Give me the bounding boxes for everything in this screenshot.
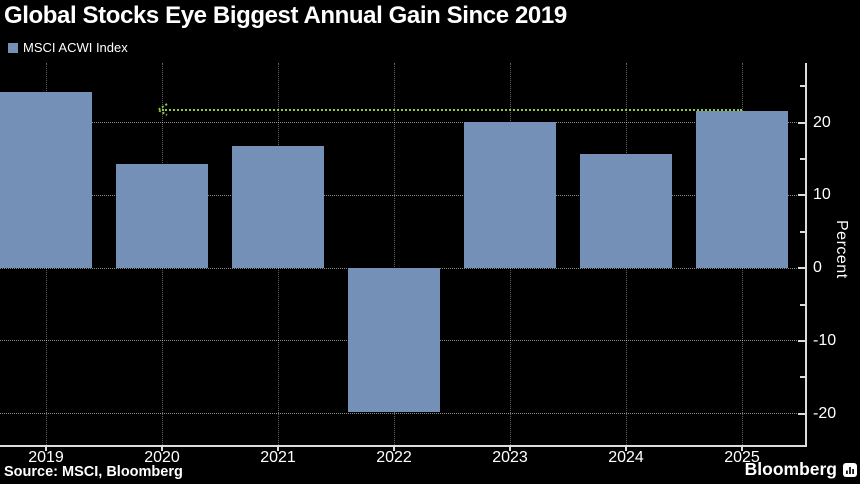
y-minor-tick--15 bbox=[800, 376, 805, 379]
x-tick-2020 bbox=[161, 447, 163, 451]
y-tick-label-20: 20 bbox=[813, 113, 831, 131]
legend-swatch-icon bbox=[8, 42, 18, 53]
brand-wordmark: Bloomberg bbox=[745, 459, 857, 480]
bar-2023 bbox=[464, 121, 556, 269]
bar-2020 bbox=[116, 164, 208, 269]
gridline-h-10 bbox=[0, 194, 805, 196]
y-axis-title: Percent bbox=[833, 220, 850, 279]
y-tick-label--20: -20 bbox=[813, 404, 837, 422]
y-axis-spine bbox=[805, 63, 807, 447]
gridline-h-20 bbox=[0, 122, 805, 124]
y-tick-20 bbox=[798, 121, 805, 124]
x-tick-2023 bbox=[509, 447, 511, 451]
x-tick-label-2025: 2025 bbox=[724, 449, 760, 466]
bar-2024 bbox=[580, 153, 672, 269]
x-axis-spine bbox=[0, 445, 807, 447]
x-tick-label-2022: 2022 bbox=[376, 449, 412, 466]
x-tick-2024 bbox=[625, 447, 627, 451]
x-tick-2019 bbox=[45, 447, 47, 451]
reference-line bbox=[162, 109, 742, 112]
bar-2022 bbox=[348, 268, 440, 413]
bar-2021 bbox=[232, 145, 324, 269]
bar-2025 bbox=[696, 111, 788, 269]
y-minor-tick-15 bbox=[800, 158, 805, 161]
x-tick-label-2019: 2019 bbox=[28, 449, 64, 466]
gridline-v-2022 bbox=[393, 63, 395, 445]
page-title: Global Stocks Eye Biggest Annual Gain Si… bbox=[4, 2, 567, 29]
x-tick-label-2021: 2021 bbox=[260, 449, 296, 466]
x-tick-2025 bbox=[741, 447, 743, 451]
y-tick-label--10: -10 bbox=[813, 331, 837, 349]
x-tick-2021 bbox=[277, 447, 279, 451]
gridline-h--20 bbox=[0, 413, 805, 415]
y-tick-0 bbox=[798, 267, 805, 270]
y-tick--20 bbox=[798, 412, 805, 415]
y-minor-tick-5 bbox=[800, 230, 805, 233]
reference-line-arrow-icon bbox=[155, 102, 171, 118]
x-tick-2022 bbox=[393, 447, 395, 451]
y-minor-tick--5 bbox=[800, 303, 805, 306]
legend: MSCI ACWI Index bbox=[8, 40, 128, 55]
brand-label: Bloomberg bbox=[744, 459, 837, 479]
y-tick--10 bbox=[798, 339, 805, 342]
x-tick-label-2024: 2024 bbox=[608, 449, 644, 466]
bar-2019 bbox=[0, 92, 92, 269]
x-tick-label-2020: 2020 bbox=[144, 449, 180, 466]
y-tick-label-0: 0 bbox=[813, 259, 822, 277]
bar-chart-icon bbox=[843, 462, 857, 477]
source-note: Source: MSCI, Bloomberg bbox=[4, 464, 183, 480]
y-minor-tick-25 bbox=[800, 85, 805, 88]
y-tick-label-10: 10 bbox=[813, 186, 831, 204]
y-tick-10 bbox=[798, 194, 805, 197]
x-tick-label-2023: 2023 bbox=[492, 449, 528, 466]
legend-label: MSCI ACWI Index bbox=[23, 40, 128, 55]
